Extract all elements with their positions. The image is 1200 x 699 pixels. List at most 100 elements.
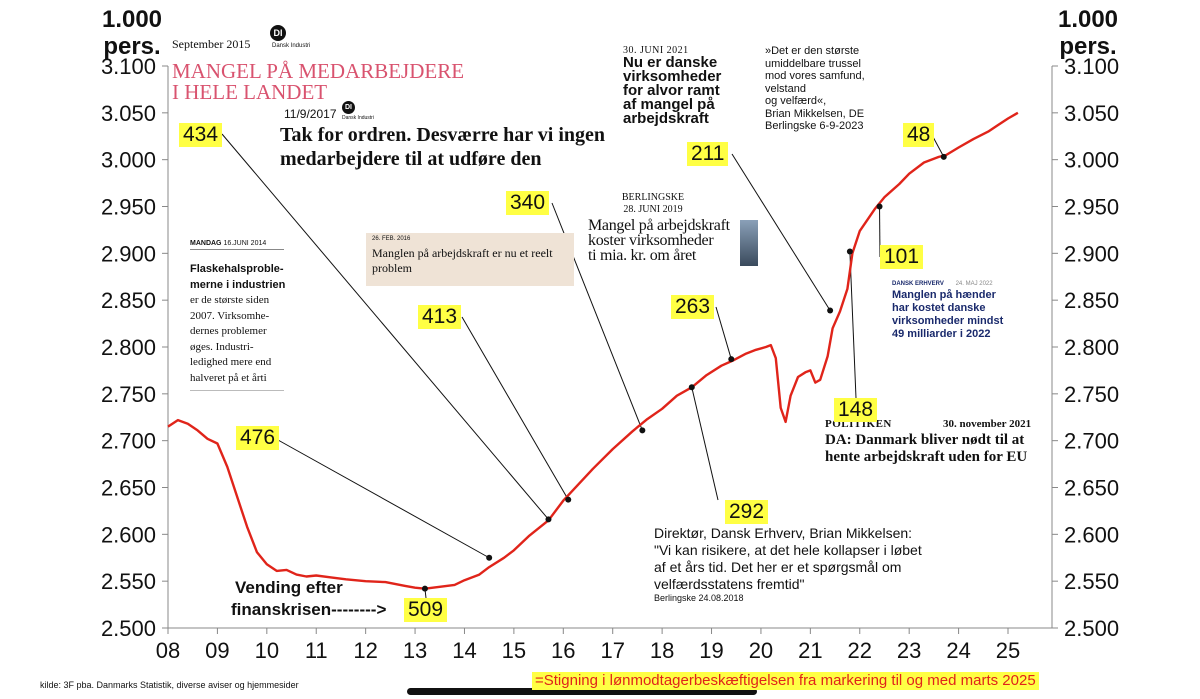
clipping-date: 28. JUNI 2019 [623, 204, 683, 215]
clipping-date: 30. JUNI 2021 [623, 45, 689, 56]
quote-line-6: Brian Mikkelsen, DE [765, 107, 865, 120]
y-tick-label-left: 2.850 [101, 288, 156, 313]
clipping-org: DANSK ERHVERV [892, 281, 944, 287]
point-marker-48 [940, 153, 947, 160]
quote-line-4: velfærdsstatens fremtid" [654, 576, 805, 592]
clipping-di-2015: September 2015 DI Dansk Industri MANGEL … [172, 25, 472, 104]
clipping-date: 16.JUNI 2014 [223, 240, 267, 247]
clipping-headline: Manglen på hænder har kostet danske virk… [892, 289, 1052, 341]
y-tick-label-right: 2.550 [1064, 569, 1119, 594]
y-tick-label-right: 2.950 [1064, 195, 1119, 220]
headline-line-2: har kostet danske [892, 302, 986, 314]
clipping-line-2: merne i industrien [190, 278, 286, 291]
headline-line-3: virksomheder mindst [892, 315, 1004, 327]
leader-line-413 [461, 316, 569, 500]
label-48: 48 [903, 123, 935, 147]
vending-line-1: Vending efter [235, 578, 343, 597]
x-tick-label: 08 [156, 638, 180, 663]
clipping-di-2021: 30. JUNI 2021 Nu er danske virksomheder … [623, 45, 763, 126]
clipping-line-5: dernes problemer [190, 325, 267, 337]
clipping-line-3: er de største siden [190, 294, 270, 306]
vending-line-2: finanskrisen--------> [231, 600, 387, 619]
x-tick-label: 10 [255, 638, 279, 663]
y-tick-label-left: 2.900 [101, 241, 156, 266]
leader-lines [221, 133, 945, 599]
footer-legend: =Stigning i lønmodtagerbeskæftigelsen fr… [532, 672, 1039, 690]
quote-line-5: og velfærd«, [765, 95, 827, 107]
y-axis-left-ticks: 3.100 3.050 3.000 2.950 2.900 2.850 2.800 2.750… [101, 54, 156, 641]
home-indicator [407, 688, 757, 695]
y-tick-label-right: 2.700 [1064, 429, 1119, 454]
y-axis-right-ticks: 3.100 3.050 3.000 2.950 2.900 2.850 2.800 2.750… [1064, 54, 1119, 641]
clipping-headline: Nu er danske virksomheder for alvor ramt… [623, 54, 763, 126]
quote-line-2: "Vi kan risikere, at det hele kollapser … [654, 542, 922, 558]
leader-line-476 [277, 439, 490, 559]
point-marker-434 [545, 516, 552, 523]
label-292: 292 [725, 500, 769, 524]
headline-line-2: I HELE LANDET [172, 80, 328, 104]
x-tick-label: 09 [205, 638, 229, 663]
quote-line-1: Direktør, Dansk Erhverv, Brian Mikkelsen… [654, 525, 913, 541]
quote-2023: »Det er den største umiddelbare trussel … [765, 45, 915, 133]
leader-line-292 [691, 387, 719, 501]
x-tick-label: 19 [699, 638, 723, 663]
clipping-masthead: BERLINGSKE 28. JUNI 2019 [588, 192, 718, 216]
clipping-divider [190, 390, 284, 391]
clipping-body: Flaskehalsproble- merne i industrien er … [190, 262, 286, 386]
leader-line-263 [715, 306, 732, 360]
headline-line-2: virksomheder [623, 68, 722, 85]
label-476: 476 [236, 426, 280, 450]
y-tick-label-left: 3.000 [101, 148, 156, 173]
point-marker-101 [876, 203, 883, 210]
quote-line-2: umiddelbare trussel [765, 57, 861, 70]
clipping-date: 11/9/2017 [284, 107, 337, 121]
x-axis-ticks: 08 09 10 11 12 13 14 15 16 17 18 19 20 21 22 23 24 25 [156, 638, 1020, 663]
headline-line-1: DA: Danmark bliver nødt til at [825, 432, 1025, 448]
unit-left-text: 1.000 pers. [101, 6, 163, 60]
y-tick-label-right: 3.100 [1064, 54, 1119, 79]
clipping-photo [740, 220, 758, 266]
employment-series-line [167, 111, 1019, 590]
clipping-line-7: ledighed mere end [190, 356, 272, 368]
clipping-politiken-2021: POLITIKEN 30. november 2021 DA: Danmark … [825, 418, 1055, 466]
x-tick-label: 15 [502, 638, 526, 663]
x-tick-label: 18 [650, 638, 674, 663]
clipping-headline: Tak for ordren. Desværre har vi ingen me… [280, 123, 605, 171]
x-tick-label: 20 [749, 638, 773, 663]
headline-line-2: medarbejdere til at udføre den [280, 148, 542, 170]
x-tick-label: 11 [305, 638, 328, 663]
clipping-date: 30. november 2021 [943, 418, 1032, 430]
y-tick-label-right: 2.650 [1064, 476, 1119, 501]
clipping-date: 26. FEB. 2016 [372, 236, 411, 242]
y-tick-label-left: 2.700 [101, 429, 156, 454]
point-marker-413 [565, 496, 572, 503]
clipping-feb-2016: 26. FEB. 2016 Manglen på arbejdskraft er… [366, 233, 574, 286]
headline-line-1: Nu er danske [623, 54, 718, 71]
clipping-line-8: halveret på et årti [190, 371, 267, 384]
label-211: 211 [687, 142, 729, 166]
vending-annotation: Vending efter finanskrisen--------> [231, 577, 386, 621]
y-tick-label-left: 2.750 [101, 382, 156, 407]
y-tick-label-right: 3.050 [1064, 101, 1119, 126]
x-tick-label: 24 [946, 638, 970, 663]
y-tick-label-left: 3.100 [101, 54, 156, 79]
x-tick-label: 23 [897, 638, 921, 663]
point-marker-211 [827, 307, 834, 314]
y-tick-label-left: 2.550 [101, 569, 156, 594]
y-tick-label-left: 2.800 [101, 335, 156, 360]
footer-source: kilde: 3F pba. Danmarks Statistik, diver… [40, 680, 299, 690]
chart-axes [162, 65, 1058, 634]
point-markers [421, 153, 947, 592]
y-tick-label-right: 2.850 [1064, 288, 1119, 313]
point-marker-148 [846, 248, 853, 255]
quote-line-4: velstand [765, 82, 806, 95]
di-org-label: Dansk Industri [342, 115, 374, 121]
di-org-label: Dansk Industri [272, 43, 311, 49]
x-tick-label: 25 [996, 638, 1020, 663]
point-marker-509 [421, 585, 428, 592]
quote-line-7: Berlingske 6-9-2023 [765, 120, 864, 132]
clipping-dateline: DANSK ERHVERV 24. MAJ 2022 [892, 281, 1052, 287]
x-tick-label: 22 [848, 638, 872, 663]
clipping-line-4: 2007. Virksomhe- [190, 309, 270, 322]
